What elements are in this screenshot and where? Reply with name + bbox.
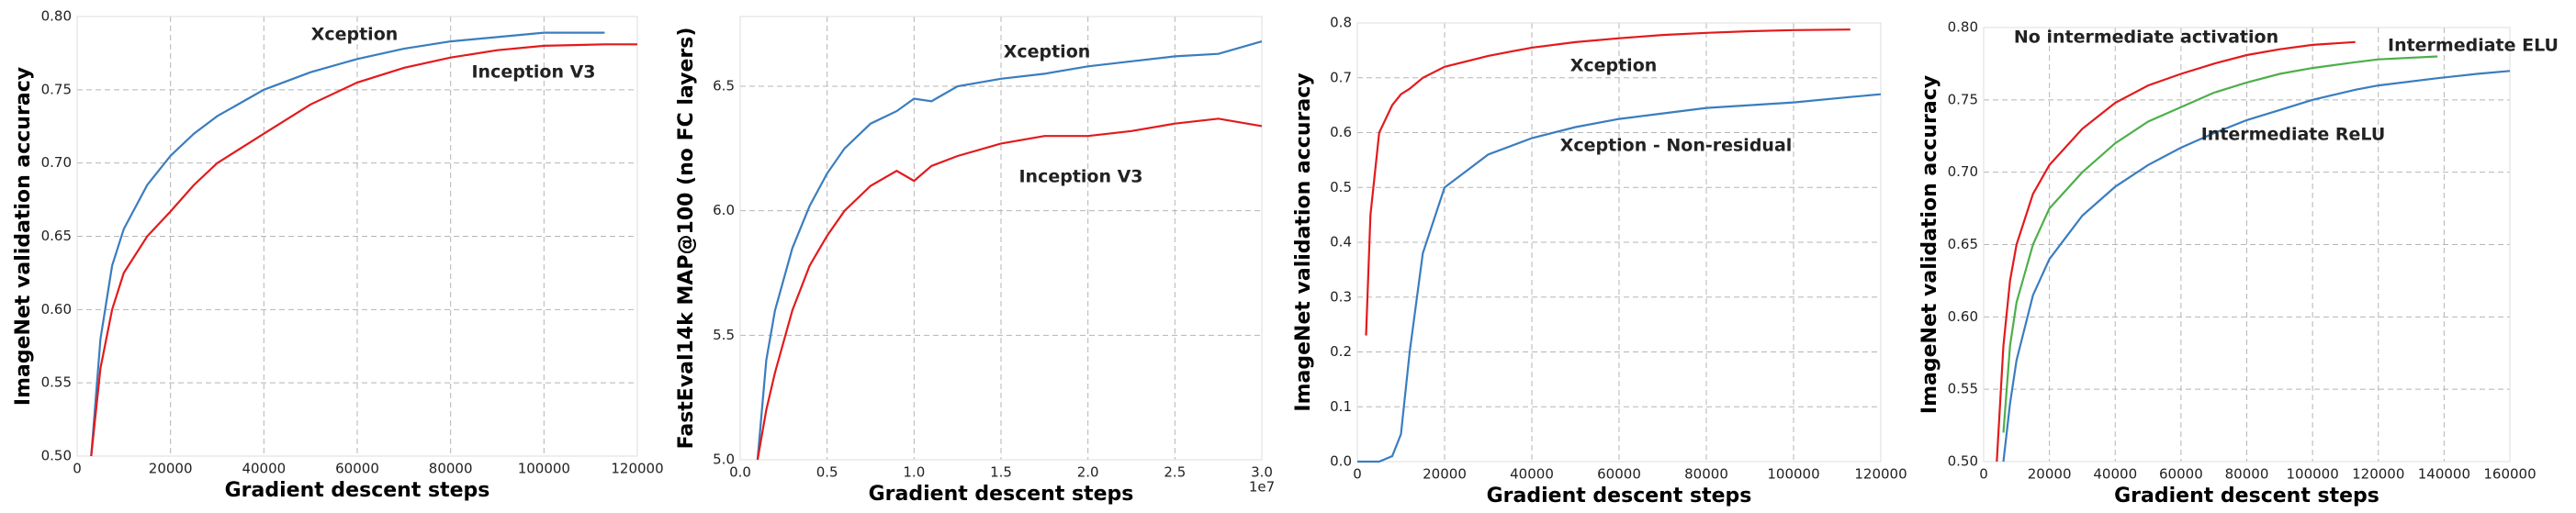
y-tick-label: 0.4 [1330, 234, 1352, 251]
x-tick-label: 60000 [1597, 466, 1641, 483]
x-tick-label: 3.0 [1251, 464, 1273, 481]
plot-frame [1356, 22, 1882, 463]
y-tick-label: 0.50 [41, 448, 72, 464]
x-tick-label: 160000 [2483, 466, 2536, 483]
series-line [756, 40, 1263, 461]
plot-frame [739, 16, 1263, 461]
x-offset-label: 1e7 [1249, 479, 1275, 496]
y-axis-label: ImageNet validation accuracy [12, 67, 35, 406]
x-axis-label: Gradient descent steps [1487, 485, 1752, 507]
series-line [90, 43, 637, 457]
x-tick-label: 100000 [1767, 466, 1819, 483]
series-label: No intermediate activation [2014, 28, 2278, 48]
series-label: Xception [311, 25, 399, 45]
series-label: Xception [1004, 42, 1091, 62]
series-label: Inception V3 [1018, 167, 1142, 187]
x-tick-label: 100000 [2286, 466, 2338, 483]
y-axis-label: ImageNet validation accuracy [1292, 72, 1315, 411]
y-tick-label: 0.6 [1330, 124, 1352, 140]
y-tick-label: 0.55 [41, 374, 72, 391]
x-tick-label: 0.5 [816, 464, 838, 481]
y-tick-label: 0.7 [1330, 69, 1352, 85]
y-tick-label: 0.65 [1948, 236, 1978, 252]
y-tick-label: 0.50 [1948, 453, 1978, 470]
x-tick-label: 60000 [2159, 466, 2203, 483]
x-tick-label: 0 [73, 461, 82, 477]
y-tick-label: 0.75 [1948, 91, 1978, 107]
x-tick-label: 120000 [2352, 466, 2404, 483]
y-axis-label: FastEval14k MAP@100 (no FC layers) [675, 28, 698, 450]
y-tick-label: 5.0 [713, 452, 735, 468]
series-label: Intermediate ReLU [2201, 125, 2386, 145]
y-tick-label: 0.55 [1948, 381, 1978, 397]
x-tick-label: 40000 [2093, 466, 2137, 483]
x-axis-label: Gradient descent steps [225, 479, 490, 502]
y-tick-label: 0.5 [1330, 179, 1352, 195]
y-tick-label: 0.60 [1948, 308, 1978, 325]
y-tick-label: 0.1 [1330, 398, 1352, 415]
series-label: Xception [1570, 56, 1658, 76]
y-tick-label: 0.80 [1948, 19, 1978, 36]
series-line [90, 31, 605, 457]
y-tick-label: 0.75 [41, 81, 72, 97]
x-tick-label: 40000 [242, 461, 286, 477]
series-line [2002, 55, 2438, 433]
x-tick-label: 0 [1979, 466, 1988, 483]
x-tick-label: 0 [1353, 466, 1362, 483]
x-tick-label: 2.0 [1077, 464, 1099, 481]
x-tick-label: 20000 [149, 461, 193, 477]
y-axis-label: ImageNet validation accuracy [1918, 75, 1941, 414]
x-axis-label: Gradient descent steps [2114, 485, 2379, 507]
x-tick-label: 80000 [1684, 466, 1728, 483]
plot-frame [76, 16, 638, 457]
y-tick-label: 0.65 [41, 228, 72, 244]
y-tick-label: 0.0 [1330, 453, 1352, 470]
y-tick-label: 0.3 [1330, 288, 1352, 305]
x-tick-label: 80000 [2225, 466, 2269, 483]
series-line [1365, 28, 1850, 336]
series-line [1357, 93, 1882, 463]
x-tick-label: 0.0 [729, 464, 751, 481]
y-tick-label: 0.70 [1948, 163, 1978, 180]
x-tick-label: 20000 [2028, 466, 2072, 483]
plot-frame [1983, 27, 2511, 463]
series-label: Xception - Non-residual [1560, 136, 1793, 156]
x-tick-label: 20000 [1423, 466, 1467, 483]
y-tick-label: 0.70 [41, 154, 72, 171]
y-tick-label: 6.5 [713, 77, 735, 94]
x-tick-label: 60000 [335, 461, 379, 477]
x-tick-label: 120000 [611, 461, 663, 477]
series-line [2002, 70, 2511, 463]
x-tick-label: 2.5 [1164, 464, 1186, 481]
series-line [1996, 40, 2356, 463]
x-tick-label: 1.0 [903, 464, 925, 481]
x-tick-label: 80000 [429, 461, 473, 477]
x-tick-label: 1.5 [990, 464, 1012, 481]
y-tick-label: 0.8 [1330, 15, 1352, 31]
y-tick-label: 0.80 [41, 8, 72, 25]
x-tick-label: 40000 [1510, 466, 1554, 483]
x-axis-label: Gradient descent steps [869, 483, 1134, 506]
y-tick-label: 0.2 [1330, 343, 1352, 360]
y-tick-label: 6.0 [713, 202, 735, 218]
series-line [756, 117, 1263, 461]
x-tick-label: 100000 [518, 461, 570, 477]
y-tick-label: 0.60 [41, 301, 72, 318]
series-label: Intermediate ELU [2388, 36, 2559, 56]
x-tick-label: 140000 [2418, 466, 2470, 483]
series-label: Inception V3 [471, 62, 595, 83]
x-tick-label: 120000 [1854, 466, 1907, 483]
y-tick-label: 5.5 [713, 327, 735, 343]
